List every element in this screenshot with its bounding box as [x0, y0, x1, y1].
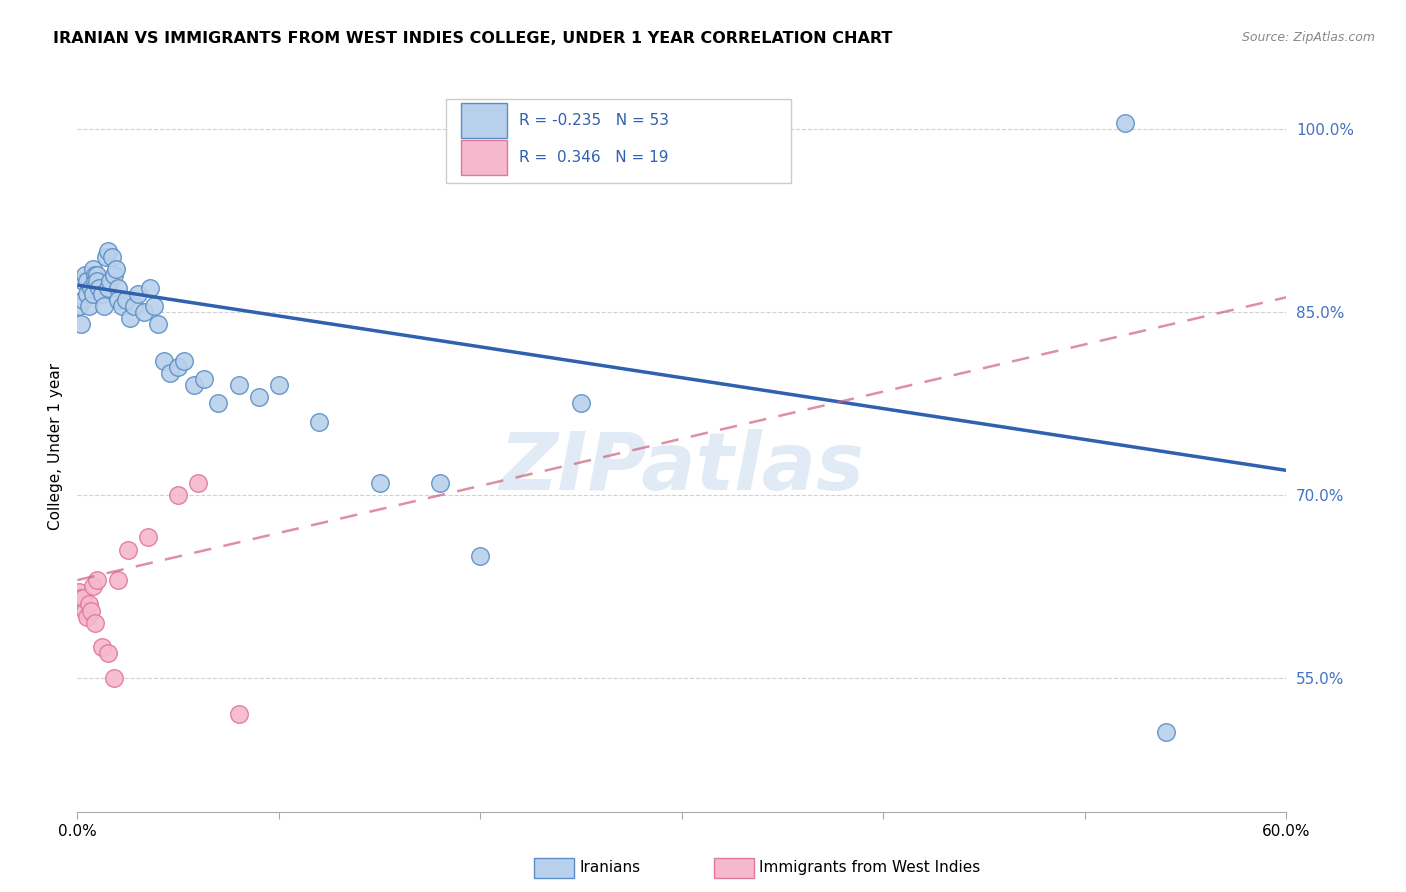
Point — [111, 299, 134, 313]
Point — [86, 274, 108, 288]
Point — [118, 311, 141, 326]
Point — [107, 573, 129, 587]
Point — [1114, 116, 1136, 130]
Point — [308, 415, 330, 429]
Point — [79, 299, 101, 313]
Point — [139, 280, 162, 294]
Point — [193, 372, 215, 386]
Point — [86, 268, 108, 283]
Point — [93, 299, 115, 313]
Point — [132, 305, 155, 319]
Point — [136, 530, 159, 544]
Point — [153, 353, 176, 368]
Point — [76, 286, 98, 301]
Text: R = -0.235   N = 53: R = -0.235 N = 53 — [519, 113, 669, 128]
Point — [187, 475, 209, 490]
Point — [107, 293, 129, 307]
Point — [173, 353, 195, 368]
Point — [72, 274, 94, 288]
Point — [103, 268, 125, 283]
Point — [107, 280, 129, 294]
Point — [76, 274, 98, 288]
Y-axis label: College, Under 1 year: College, Under 1 year — [48, 362, 63, 530]
Point — [228, 707, 250, 722]
Point — [67, 299, 90, 313]
Point — [127, 286, 149, 301]
Point — [100, 250, 122, 264]
Point — [90, 286, 112, 301]
Point — [167, 488, 190, 502]
Point — [90, 640, 112, 655]
FancyBboxPatch shape — [461, 103, 506, 138]
Point — [67, 585, 90, 599]
Text: Iranians: Iranians — [579, 861, 640, 875]
Point — [75, 268, 97, 283]
Text: Immigrants from West Indies: Immigrants from West Indies — [759, 861, 980, 875]
Point — [75, 604, 97, 618]
Point — [98, 274, 121, 288]
Point — [70, 591, 93, 606]
Point — [117, 542, 139, 557]
Point — [96, 646, 118, 660]
Point — [146, 317, 169, 331]
Point — [80, 604, 103, 618]
Point — [89, 280, 111, 294]
Point — [84, 268, 107, 283]
Point — [80, 280, 103, 294]
Point — [72, 293, 94, 307]
Point — [70, 317, 93, 331]
Point — [142, 299, 165, 313]
Point — [167, 359, 190, 374]
Point — [96, 280, 118, 294]
Point — [72, 591, 94, 606]
Text: IRANIAN VS IMMIGRANTS FROM WEST INDIES COLLEGE, UNDER 1 YEAR CORRELATION CHART: IRANIAN VS IMMIGRANTS FROM WEST INDIES C… — [53, 31, 893, 46]
Point — [104, 262, 127, 277]
Point — [470, 549, 492, 563]
Point — [86, 573, 108, 587]
Point — [429, 475, 451, 490]
Point — [82, 262, 104, 277]
Point — [228, 378, 250, 392]
Point — [368, 475, 391, 490]
FancyBboxPatch shape — [446, 99, 790, 183]
Text: R =  0.346   N = 19: R = 0.346 N = 19 — [519, 150, 668, 165]
Point — [94, 250, 117, 264]
Point — [82, 579, 104, 593]
Point — [84, 274, 107, 288]
Point — [103, 671, 125, 685]
Point — [267, 378, 290, 392]
Text: ZIPatlas: ZIPatlas — [499, 429, 865, 507]
Point — [183, 378, 205, 392]
Text: Source: ZipAtlas.com: Source: ZipAtlas.com — [1241, 31, 1375, 45]
Point — [82, 286, 104, 301]
Point — [569, 396, 592, 410]
Point — [76, 609, 98, 624]
FancyBboxPatch shape — [461, 139, 506, 175]
Point — [159, 366, 181, 380]
Point — [1154, 725, 1177, 739]
Point — [207, 396, 229, 410]
Point — [247, 390, 270, 404]
Point — [122, 299, 145, 313]
Point — [84, 615, 107, 630]
Point — [96, 244, 118, 258]
Point — [114, 293, 136, 307]
Point — [79, 598, 101, 612]
